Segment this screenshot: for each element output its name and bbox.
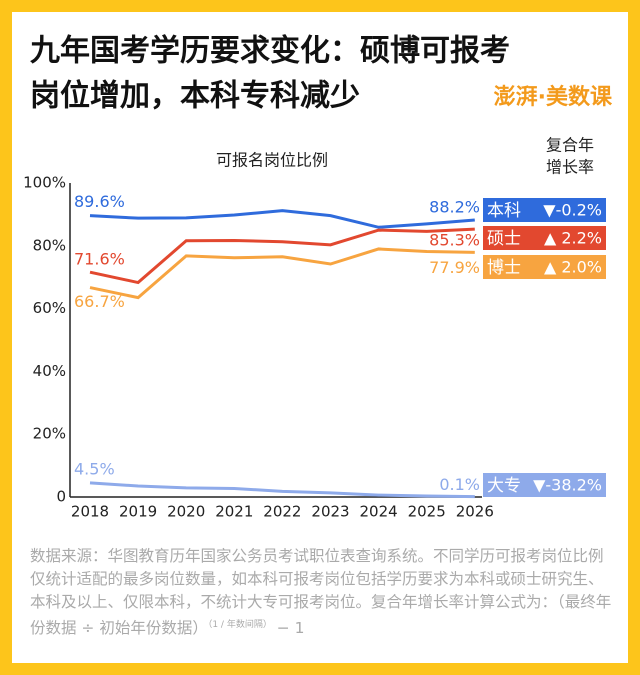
series-line	[89, 209, 475, 229]
legend-name: 硕士	[487, 229, 521, 249]
value-label: 0.1%	[439, 475, 480, 494]
x-tick-label: 2026	[456, 503, 494, 521]
y-tick-label: 60%	[33, 299, 66, 317]
legend-name: 大专	[487, 476, 521, 496]
legend-name: 博士	[487, 258, 521, 278]
title-line: 九年国考学历要求变化：硕博可报考	[30, 34, 510, 69]
value-label: 89.6%	[74, 192, 125, 211]
value-label: 71.6%	[74, 250, 125, 269]
chart-subtitle: 可报名岗位比例	[216, 151, 328, 170]
footnote: 数据来源：华图教育历年国家公务员考试职位表查询系统。不同学历可报考岗位比例仅统计…	[30, 545, 615, 640]
x-tick-label: 2021	[215, 503, 253, 521]
y-tick-label: 100%	[23, 174, 66, 192]
legend-growth: ▼-0.2%	[543, 201, 602, 220]
card	[12, 12, 628, 663]
legend-box	[483, 473, 606, 497]
footnote-text: 数据来源：华图教育历年国家公务员考试职位表查询系统。不同学历可报考岗位比例仅统计…	[30, 547, 612, 638]
title-line: 岗位增加，本科专科减少	[30, 79, 360, 114]
legend-growth: ▼-38.2%	[533, 476, 602, 495]
legend-box	[483, 255, 606, 279]
series-line	[89, 481, 475, 499]
x-tick-label: 2020	[167, 503, 205, 521]
x-tick-label: 2023	[311, 503, 349, 521]
y-tick-label: 40%	[33, 362, 66, 380]
y-tick-label: 0	[56, 488, 66, 506]
footnote-exponent: （1 / 年数间隔）	[207, 620, 272, 630]
x-tick-label: 2022	[263, 503, 301, 521]
x-tick-label: 2018	[71, 503, 109, 521]
x-tick-label: 2024	[360, 503, 398, 521]
footnote-tail: − 1	[271, 619, 305, 638]
value-label: 88.2%	[429, 198, 480, 217]
legend-title: 增长率	[546, 158, 594, 177]
series-line	[89, 227, 475, 285]
value-label: 66.7%	[74, 292, 125, 311]
y-tick-label: 80%	[33, 236, 66, 254]
value-label: 77.9%	[429, 258, 480, 277]
legend-title: 复合年	[546, 136, 594, 155]
y-tick-label: 20%	[33, 425, 66, 443]
logo: 澎湃·美数课	[494, 84, 613, 110]
legend-growth: ▲ 2.2%	[544, 229, 602, 248]
series-line	[89, 247, 475, 300]
legend-box	[483, 226, 606, 250]
legend-box	[483, 198, 606, 222]
x-tick-label: 2019	[119, 503, 157, 521]
legend-name: 本科	[487, 201, 521, 221]
legend-growth: ▲ 2.0%	[544, 258, 602, 277]
x-tick-label: 2025	[408, 503, 446, 521]
value-label: 4.5%	[74, 459, 115, 478]
value-label: 85.3%	[429, 231, 480, 250]
